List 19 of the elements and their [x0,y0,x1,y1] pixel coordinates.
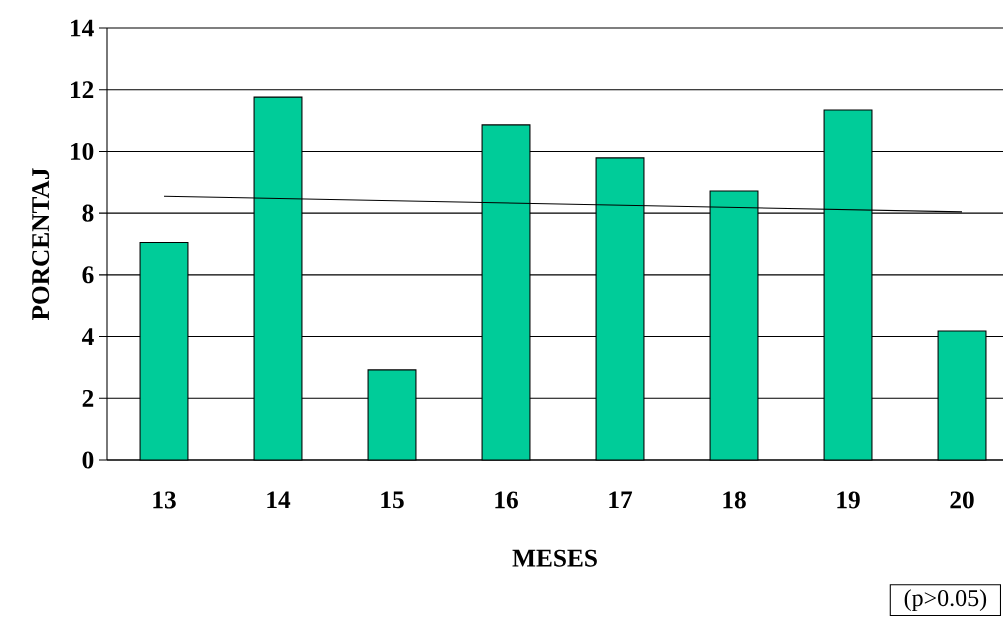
x-tick-label: 13 [153,491,176,509]
y-tick-label: 8 [82,204,94,222]
y-tick-label: 12 [70,81,94,99]
y-tick-label: 0 [82,451,94,469]
x-tick-label: 18 [723,491,746,509]
x-axis-title: MESES [512,549,597,567]
text: (p>0.05) [904,589,987,612]
x-tick-label: 17 [609,491,633,509]
y-tick-label: 10 [70,142,94,160]
x-tick-label: 16 [495,491,518,509]
y-tick-label: 4 [81,328,94,345]
y-tick-label: 6 [82,266,94,284]
y-tick-label: 14 [70,19,94,37]
x-tick-label: 15 [381,491,404,509]
y-axis-title: PORCENTAJ [32,168,50,321]
x-tick-label: 20 [950,491,974,509]
x-tick-label: 14 [267,491,291,509]
y-tick-label: 2 [82,389,94,407]
x-tick-label: 19 [837,491,860,509]
